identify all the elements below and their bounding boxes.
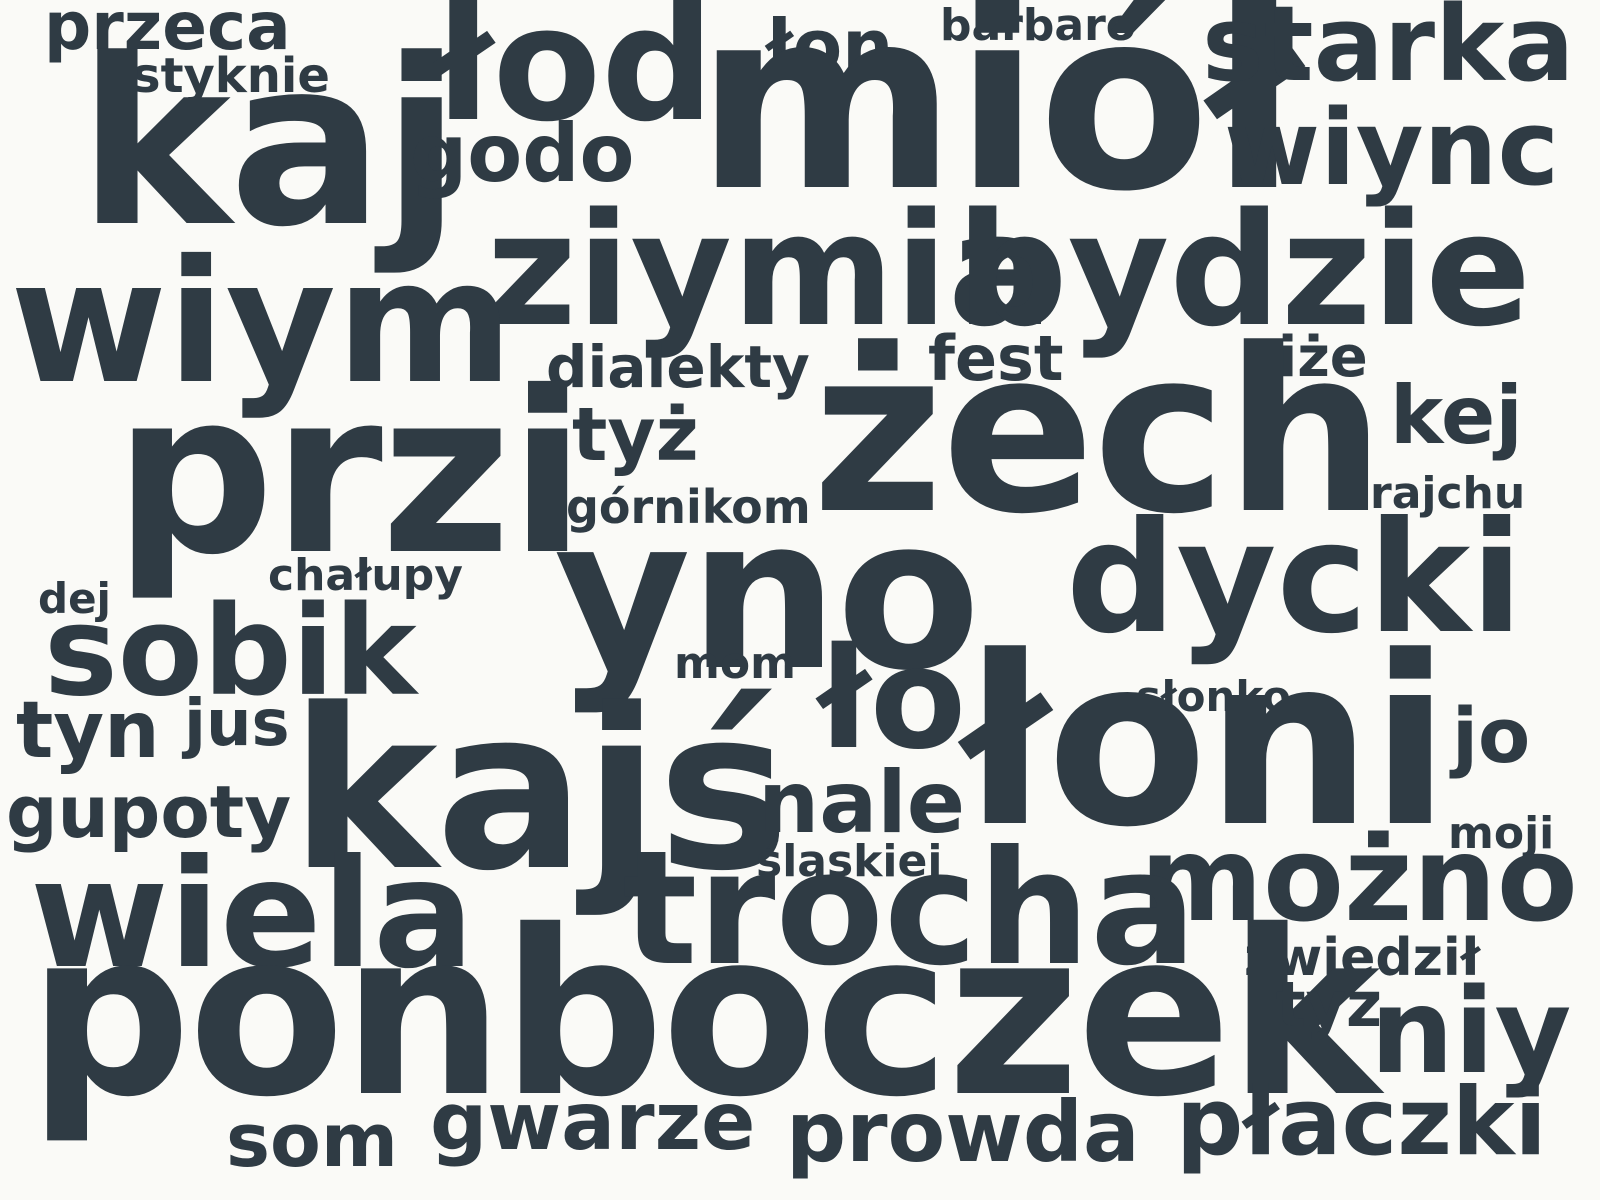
word-kajs: kajś — [290, 662, 790, 920]
word-kej: kej — [1390, 369, 1523, 462]
word-loni: łoni — [962, 607, 1450, 879]
word-ziymia: ziymia — [486, 179, 1054, 361]
word-przi: przi — [114, 343, 586, 604]
word-rajchu: rajchu — [1370, 468, 1526, 519]
word-przeca: przeca — [44, 0, 291, 65]
word-lod: łod — [434, 0, 715, 157]
word-mozno: możno — [1140, 810, 1578, 948]
word-placzki: płaczki — [1176, 1068, 1547, 1177]
word-wiela: wiela — [30, 828, 475, 1002]
word-kaj: kaj — [78, 11, 461, 278]
word-lo: ło — [818, 618, 967, 781]
word-tyz-2: tyz — [1276, 968, 1383, 1041]
word-fest: fest — [928, 322, 1064, 395]
word-gwarze: gwarze — [430, 1075, 756, 1168]
word-zech: żech — [812, 301, 1386, 564]
word-slonko: słonko — [1136, 672, 1291, 721]
word-som: som — [226, 1098, 398, 1184]
word-godo: godo — [410, 107, 635, 200]
word-wiync: wiync — [1224, 87, 1560, 209]
word-starka: starka — [1202, 0, 1575, 105]
word-chalupy: chałupy — [268, 550, 463, 601]
word-gornikom: górnikom — [566, 480, 811, 534]
word-yno: yno — [554, 472, 981, 717]
word-dej: dej — [38, 574, 111, 623]
word-barbaro: barbaro — [940, 0, 1137, 51]
word-niy: niy — [1370, 962, 1572, 1100]
word-gupoty: gupoty — [6, 770, 292, 854]
word-styknie: styknie — [132, 48, 330, 104]
word-nale: nale — [758, 753, 966, 853]
word-prowda: prowda — [786, 1083, 1140, 1181]
word-mom: mom — [674, 638, 796, 689]
word-dycki: dycki — [1066, 489, 1524, 668]
word-tyn: tyn — [16, 686, 160, 776]
word-jus: jus — [184, 687, 290, 761]
word-jo: jo — [1452, 691, 1531, 780]
word-lon: łon — [766, 4, 894, 88]
word-sobik: sobik — [44, 580, 417, 724]
word-moji: moji — [1448, 808, 1555, 859]
word-tyz-1: tyż — [572, 392, 699, 478]
word-trocha: trocha — [622, 817, 1197, 1001]
word-bydzie: bydzie — [956, 179, 1532, 361]
word-ize: iże — [1278, 325, 1368, 390]
word-zwiedzil: zwiedził — [1244, 928, 1481, 988]
word-dialekty: dialekty — [546, 333, 810, 401]
word-ponboczek: ponboczek — [28, 881, 1380, 1147]
word-slaskiej: śląskiej — [756, 836, 943, 887]
word-wiym: wiym — [10, 224, 514, 422]
word-miol: miół — [696, 0, 1301, 246]
